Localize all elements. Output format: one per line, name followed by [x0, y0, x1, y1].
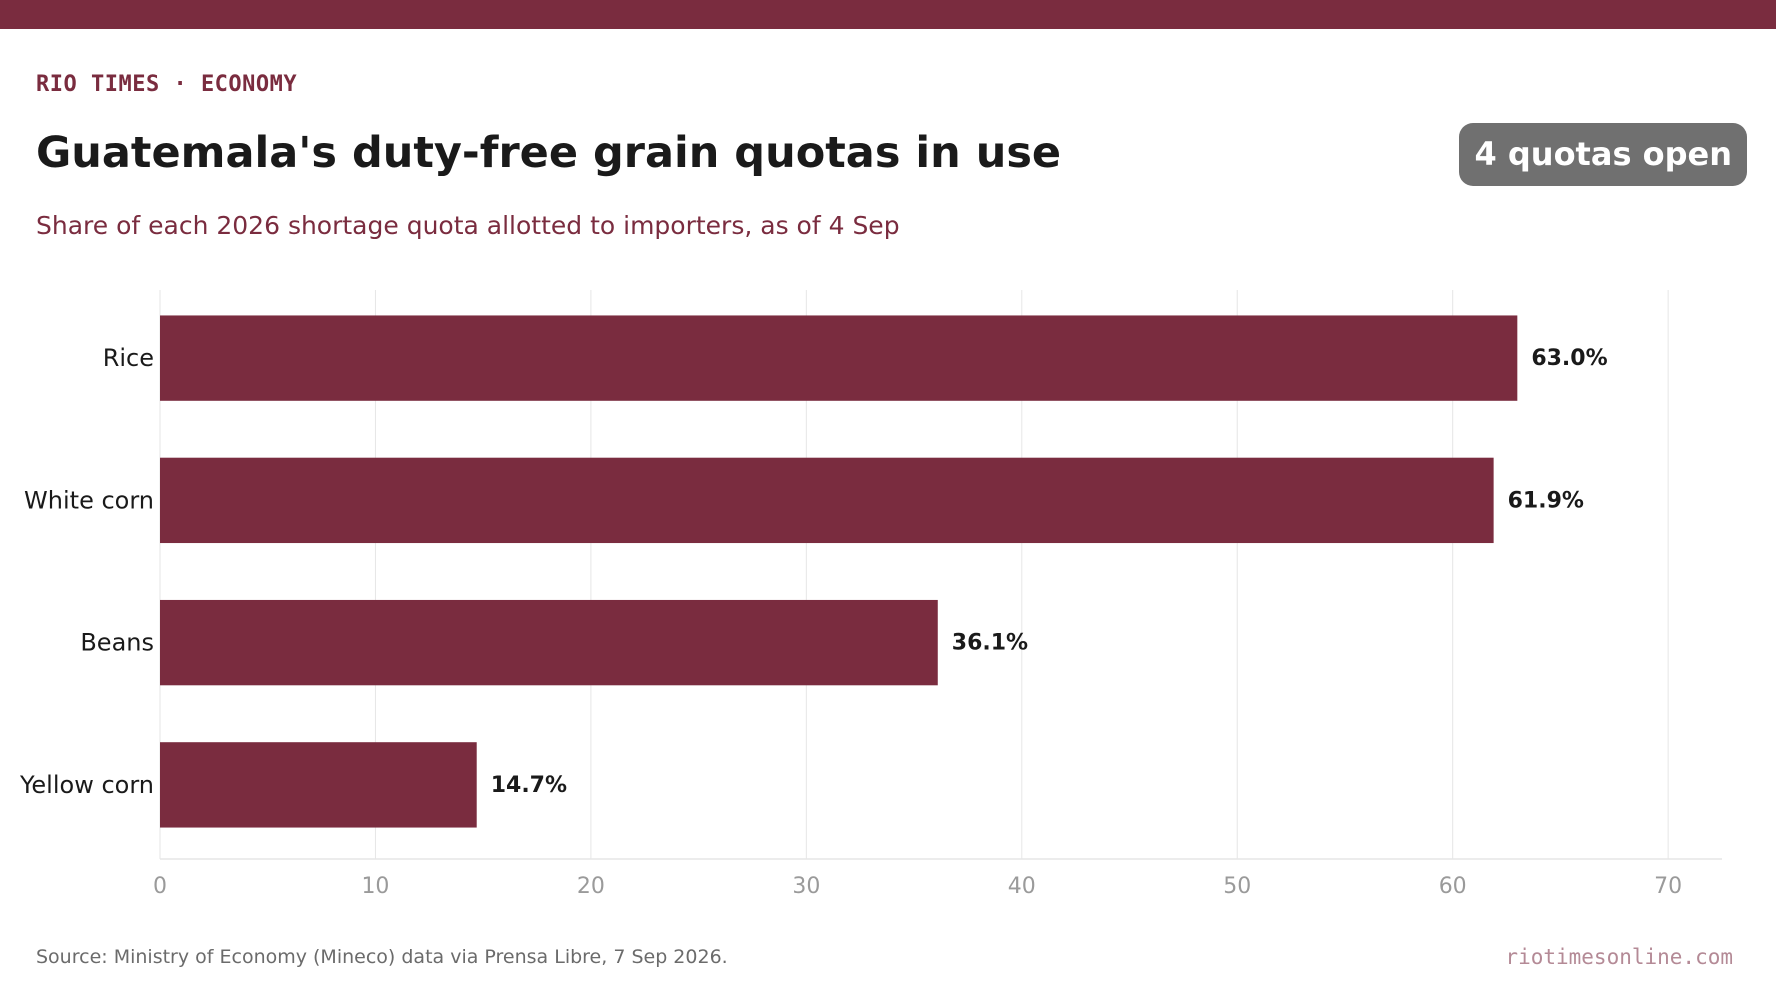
x-tick-label: 20	[577, 874, 605, 899]
value-label: 63.0%	[1531, 346, 1607, 371]
value-label: 14.7%	[491, 773, 567, 798]
category-label: White corn	[24, 486, 154, 514]
x-tick-label: 60	[1439, 874, 1467, 899]
value-label: 36.1%	[952, 631, 1028, 656]
bar-rice	[160, 315, 1518, 401]
bar-chart: 0 10 20 30 40 50 60 70 Rice 63.0% White corn 61.9% B…	[19, 290, 1722, 899]
chart-subtitle: Share of each 2026 shortage quota allott…	[36, 211, 900, 240]
site-link[interactable]: riotimesonline.com	[1505, 945, 1733, 969]
category-label: Rice	[103, 344, 154, 372]
chart-title: Guatemala's duty-free grain quotas in us…	[36, 128, 1062, 178]
x-tick-label: 40	[1008, 874, 1036, 899]
category-label: Yellow corn	[19, 771, 154, 799]
value-label: 61.9%	[1508, 488, 1584, 513]
x-tick-label: 70	[1654, 874, 1682, 899]
x-tick-label: 30	[792, 874, 820, 899]
bars	[160, 315, 1518, 828]
x-tick-label: 10	[361, 874, 389, 899]
labels: 0 10 20 30 40 50 60 70 Rice 63.0% White corn 61.9% B…	[19, 344, 1682, 899]
x-tick-label: 50	[1223, 874, 1251, 899]
x-tick-label: 0	[153, 874, 167, 899]
bar-yellow-corn	[160, 742, 477, 828]
source-note: Source: Ministry of Economy (Mineco) dat…	[36, 946, 728, 968]
section-kicker: RIO TIMES · ECONOMY	[36, 72, 298, 97]
top-brand-bar	[0, 0, 1776, 29]
bar-beans	[160, 599, 938, 686]
category-label: Beans	[80, 629, 154, 657]
quota-count-badge: 4 quotas open	[1459, 123, 1747, 186]
bar-white-corn	[160, 457, 1494, 544]
